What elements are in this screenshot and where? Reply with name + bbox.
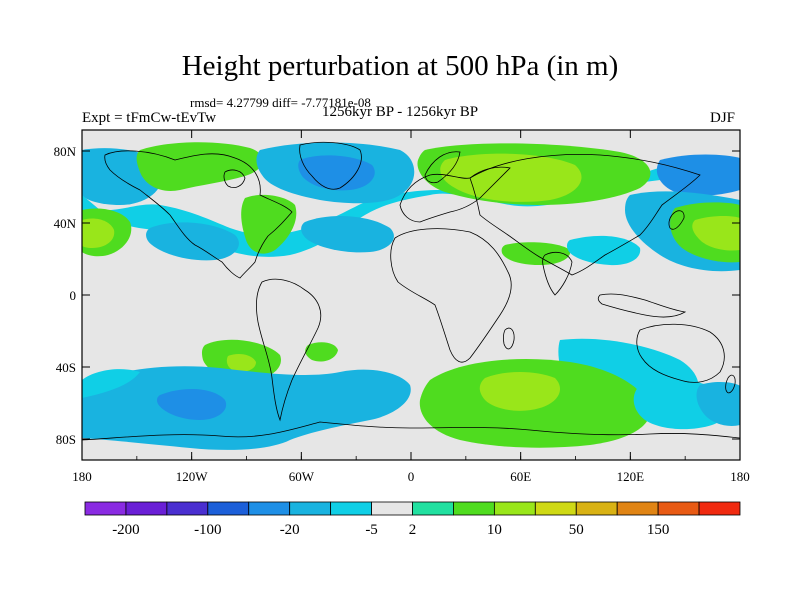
lon-tick-label: 120E xyxy=(617,469,645,484)
lat-tick-label: 80N xyxy=(54,144,77,159)
colorbar-swatch xyxy=(84,501,127,516)
coast-north-america xyxy=(104,150,293,279)
coast-hudson-bay xyxy=(223,169,246,188)
colorbar-label: -20 xyxy=(280,522,300,538)
lon-tick-label: 0 xyxy=(408,469,415,484)
colorbar-swatch xyxy=(575,501,618,516)
colorbar-swatch xyxy=(125,501,168,516)
colorbar-label: 150 xyxy=(647,522,670,538)
coast-antarctica xyxy=(82,421,740,441)
contour-yellow-se-pacific xyxy=(226,354,256,372)
contour-yellow-pacific-right xyxy=(692,216,740,251)
coast-scandinavia xyxy=(424,151,461,184)
colorbar-swatch xyxy=(289,501,332,516)
coast-greenland xyxy=(299,141,362,190)
coastlines xyxy=(82,141,740,441)
coast-new-zealand xyxy=(725,374,736,394)
contour-yellowgreen-siberia xyxy=(440,153,582,202)
colorbar-label: -100 xyxy=(194,522,222,538)
coast-india xyxy=(542,251,573,296)
colorbar-swatch xyxy=(534,501,577,516)
coast-indonesia xyxy=(597,293,687,318)
lon-tick-label: 120W xyxy=(176,469,209,484)
colorbar-swatch xyxy=(330,501,372,516)
contour-green-nw xyxy=(136,142,263,191)
longitude-axis: 180 120W 60W 0 60E 120E 180 xyxy=(72,130,750,484)
contour-yellow-pacific-left xyxy=(82,218,115,248)
colorbar-swatch xyxy=(412,501,454,516)
colorbar-swatch xyxy=(657,501,700,516)
lat-tick-label: 40N xyxy=(54,216,77,231)
contour-blue-atlantic-mid xyxy=(301,216,394,253)
stats-label: rmsd= 4.27799 diff= -7.77181e-08 xyxy=(190,95,371,110)
coast-japan xyxy=(668,210,685,230)
colorbar-swatch xyxy=(166,501,209,516)
colorbar-swatch xyxy=(453,501,495,516)
colorbar-swatch xyxy=(698,501,741,516)
contour-lightblue-southern-ocean-far-west xyxy=(82,369,140,398)
coast-africa xyxy=(390,228,512,363)
coast-madagascar xyxy=(502,327,515,350)
contour-blue-south-asia xyxy=(566,235,641,266)
coast-south-america xyxy=(255,278,322,422)
season-label: DJF xyxy=(710,110,736,126)
colorbar-label: 50 xyxy=(569,522,584,538)
contour-blue-ne-pacific xyxy=(656,154,740,196)
lon-tick-label: 60E xyxy=(510,469,531,484)
lon-tick-label: 180 xyxy=(730,469,750,484)
latitude-axis: 80N 40N 0 40S 80S xyxy=(54,144,740,447)
colorbar-swatch xyxy=(207,501,250,516)
colorbar-swatch xyxy=(493,501,536,516)
colorbar-label: -200 xyxy=(112,522,140,538)
coast-asia xyxy=(469,154,701,276)
map-title: Height perturbation at 500 hPa (in m) xyxy=(181,50,619,82)
contour-yellow-southern-indian xyxy=(479,372,560,411)
lat-tick-label: 80S xyxy=(56,432,76,447)
contour-field xyxy=(82,130,740,460)
lon-tick-label: 60W xyxy=(289,469,315,484)
contour-darkblue-southern-ocean xyxy=(156,388,227,420)
colorbar-swatch xyxy=(616,501,659,516)
contour-blue-southern-ocean-west xyxy=(82,366,411,450)
contour-green-south-atlantic-small xyxy=(305,342,338,362)
coast-europe xyxy=(399,166,511,223)
colorbar-label: 10 xyxy=(487,522,502,538)
colorbar: -200 -100 -20 -5 2 10 50 150 xyxy=(84,501,741,538)
colorbar-label: -5 xyxy=(365,522,378,538)
colorbar-swatch xyxy=(371,501,413,516)
contour-green-mideast xyxy=(501,242,571,265)
contour-blue-pacific-mid xyxy=(146,222,239,261)
experiment-label: Expt = tFmCw-tEvTw xyxy=(82,110,217,126)
lat-tick-label: 40S xyxy=(56,360,76,375)
lon-tick-label: 180 xyxy=(72,469,92,484)
contour-green-eastus xyxy=(241,194,297,254)
coast-australia xyxy=(636,323,725,383)
colorbar-label: 2 xyxy=(409,522,417,538)
colorbar-swatch xyxy=(248,501,291,516)
lat-tick-label: 0 xyxy=(70,288,77,303)
period-label: 1256kyr BP - 1256kyr BP xyxy=(322,104,479,120)
